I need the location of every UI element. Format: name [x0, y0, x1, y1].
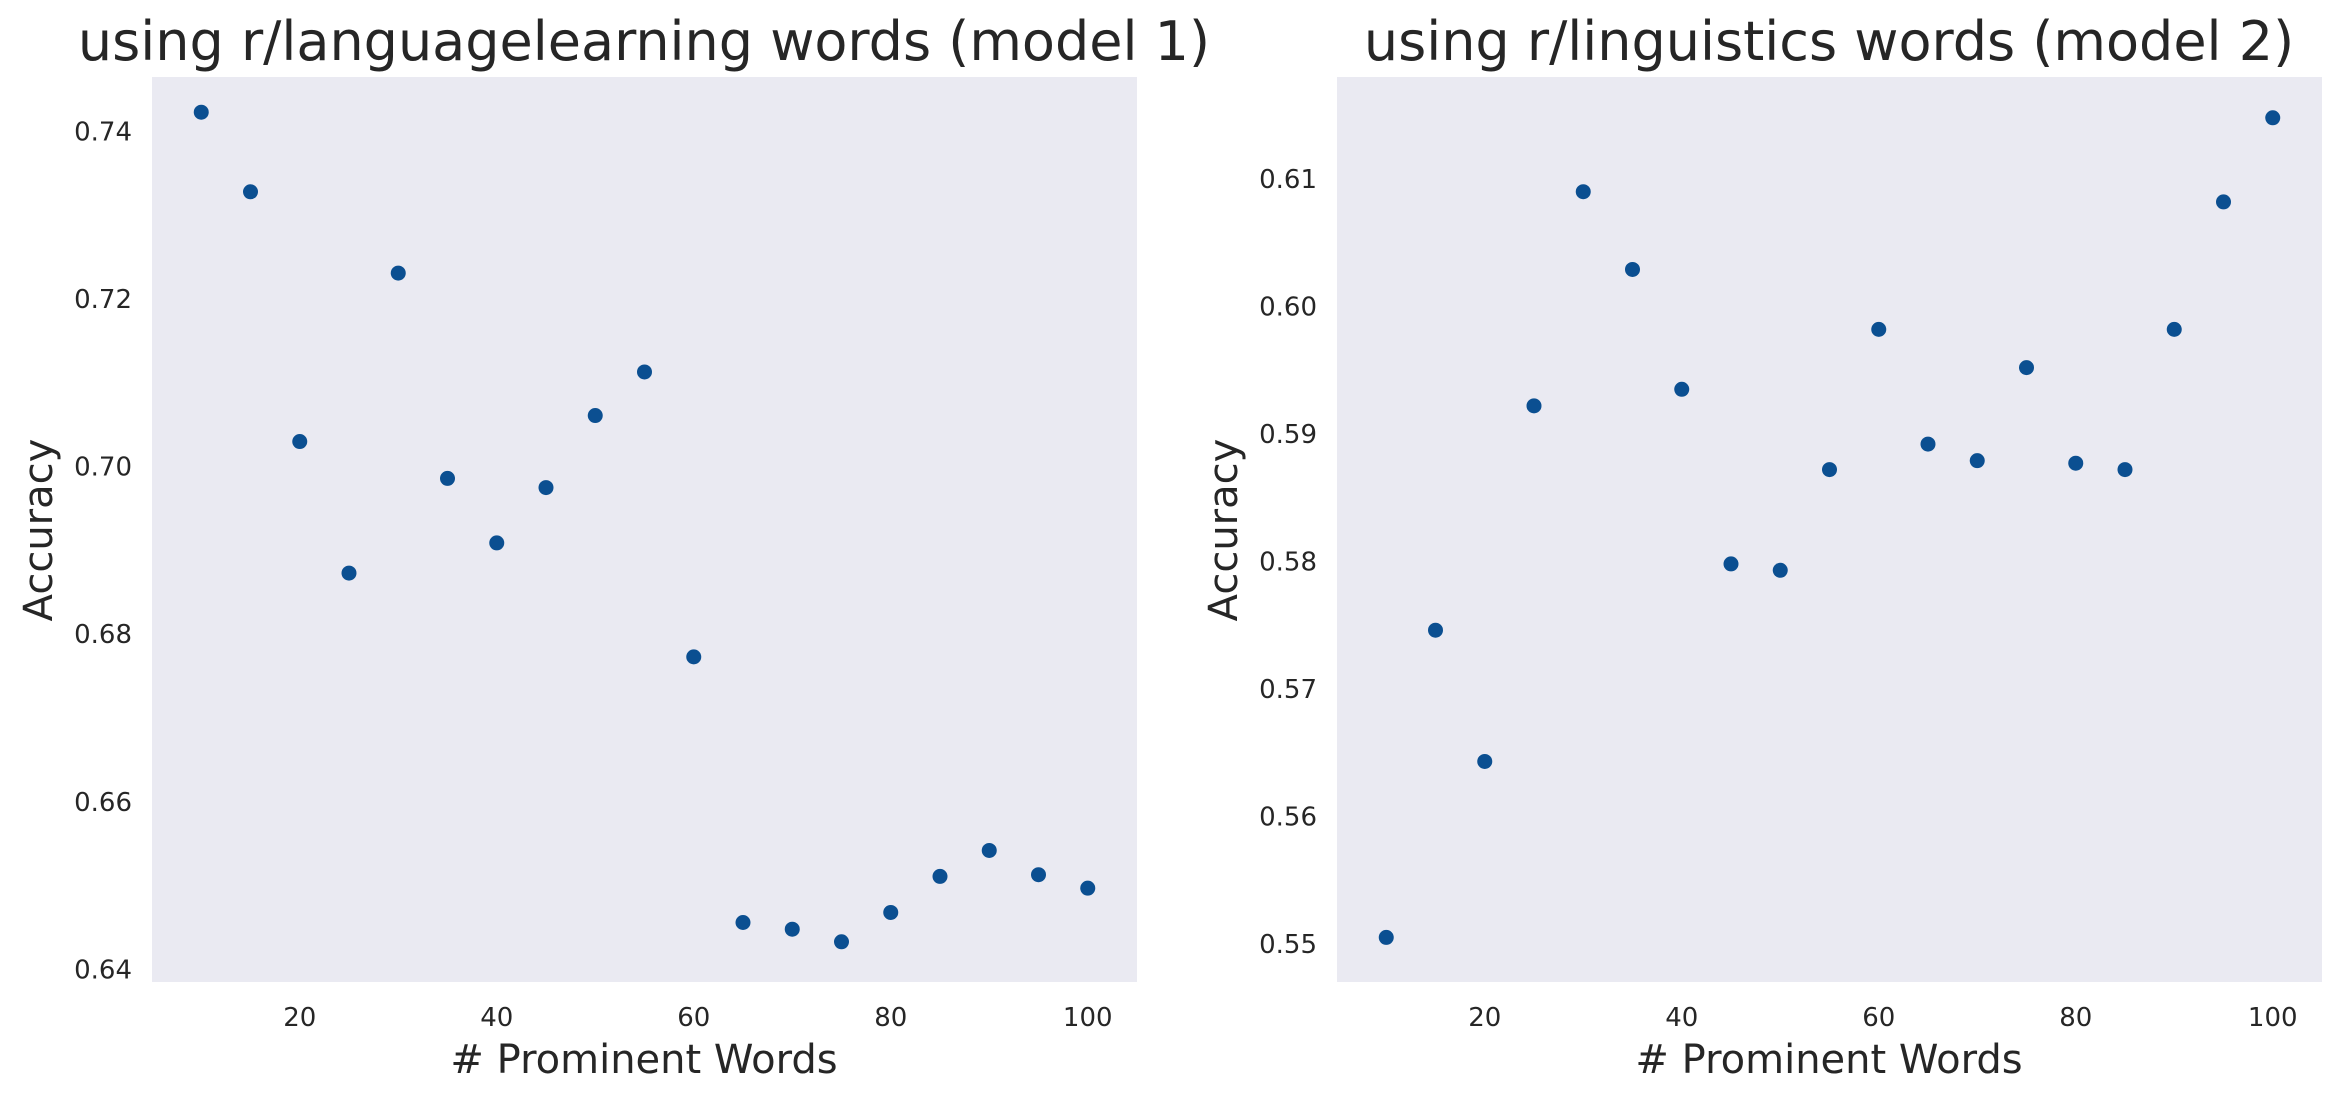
chart-1-points: [193, 104, 1096, 950]
chart-2-data-point: [1822, 462, 1837, 478]
chart-2-xtick-label: 60: [1862, 1003, 1895, 1033]
chart-1-data-point: [1080, 880, 1096, 896]
chart-1-xticks: 20 40 60 80 100: [283, 1003, 1112, 1033]
chart-2-data-point: [1477, 753, 1493, 769]
chart-1-ytick-label: 0.68: [74, 620, 132, 650]
chart-1-data-point: [341, 565, 357, 581]
chart-1-data-point: [834, 934, 849, 950]
chart-1-data-point: [883, 904, 899, 920]
chart-panel-1: using r/languagelearning words (model 1)…: [16, 10, 1210, 1083]
plot-area-2: [1337, 77, 2322, 982]
chart-1-data-point: [735, 915, 751, 931]
chart-2-ytick-label: 0.59: [1259, 420, 1317, 450]
chart-2-ylabel: Accuracy: [1201, 439, 1247, 622]
chart-1-data-point: [538, 480, 554, 496]
chart-1-title: using r/languagelearning words (model 1): [78, 10, 1210, 73]
chart-2-data-point: [1674, 381, 1690, 397]
chart-1-xtick-label: 80: [874, 1003, 907, 1033]
chart-2-data-point: [2265, 110, 2281, 126]
chart-1-xtick-label: 40: [480, 1003, 513, 1033]
chart-2-ytick-label: 0.58: [1259, 547, 1317, 577]
chart-1-xtick-label: 100: [1063, 1003, 1113, 1033]
chart-1-data-point: [1031, 867, 1046, 883]
chart-2-ytick-label: 0.61: [1259, 165, 1317, 195]
chart-2-xtick-label: 40: [1665, 1003, 1698, 1033]
chart-1-data-point: [390, 265, 406, 281]
chart-2-data-point: [1772, 562, 1788, 578]
plot-area-1: [152, 77, 1137, 982]
chart-1-data-point: [587, 408, 603, 424]
chart-2-ytick-label: 0.56: [1259, 802, 1317, 832]
chart-2-data-point: [1575, 184, 1591, 200]
chart-2-points: [1378, 110, 2281, 945]
chart-2-data-point: [2166, 321, 2182, 337]
chart-1-xtick-label: 60: [677, 1003, 710, 1033]
chart-1-ylabel: Accuracy: [16, 439, 62, 622]
chart-2-yticks: 0.55 0.56 0.57 0.58 0.59 0.60 0.61: [1259, 165, 1317, 960]
chart-1-data-point: [637, 364, 652, 380]
chart-2-title: using r/linguistics words (model 2): [1364, 10, 2294, 73]
chart-2-data-point: [2216, 194, 2231, 210]
chart-2-data-point: [2068, 455, 2084, 471]
chart-1-data-point: [981, 842, 997, 858]
chart-2-data-point: [1378, 929, 1394, 945]
chart-1-ytick-label: 0.70: [74, 453, 132, 483]
chart-1-yticks: 0.64 0.66 0.68 0.70 0.72 0.74: [74, 117, 132, 985]
chart-2-data-point: [1723, 556, 1739, 572]
chart-2-ytick-label: 0.57: [1259, 675, 1317, 705]
chart-2-data-point: [2117, 462, 2133, 478]
chart-2-xtick-label: 80: [2059, 1003, 2092, 1033]
chart-panel-2: using r/linguistics words (model 2) # Pr…: [1201, 10, 2322, 1083]
chart-2-xtick-label: 100: [2248, 1003, 2298, 1033]
chart-1-xtick-label: 20: [283, 1003, 316, 1033]
chart-2-xticks: 20 40 60 80 100: [1468, 1003, 2297, 1033]
chart-1-ytick-label: 0.72: [74, 285, 132, 315]
chart-2-data-point: [1969, 453, 1985, 469]
chart-2-data-point: [1526, 398, 1542, 414]
chart-2-data-point: [1920, 436, 1936, 452]
chart-2-data-point: [1871, 321, 1887, 337]
chart-1-data-point: [932, 868, 948, 884]
chart-1-ytick-label: 0.64: [74, 955, 132, 985]
chart-2-ytick-label: 0.55: [1259, 930, 1317, 960]
chart-1-data-point: [243, 184, 258, 200]
chart-2-xlabel: # Prominent Words: [1635, 1037, 2022, 1083]
chart-1-ytick-label: 0.74: [74, 117, 132, 147]
chart-2-data-point: [2019, 360, 2034, 376]
chart-1-data-point: [193, 104, 209, 120]
chart-1-data-point: [686, 649, 702, 665]
chart-1-data-point: [292, 434, 308, 450]
chart-2-xtick-label: 20: [1468, 1003, 1501, 1033]
chart-1-data-point: [440, 470, 455, 486]
chart-1-data-point: [489, 535, 505, 551]
chart-2-data-point: [1428, 622, 1443, 638]
chart-2-ytick-label: 0.60: [1259, 292, 1317, 322]
chart-1-data-point: [784, 921, 800, 937]
chart-1-ytick-label: 0.66: [74, 788, 132, 818]
chart-1-xlabel: # Prominent Words: [450, 1037, 837, 1083]
chart-2-data-point: [1625, 261, 1640, 277]
